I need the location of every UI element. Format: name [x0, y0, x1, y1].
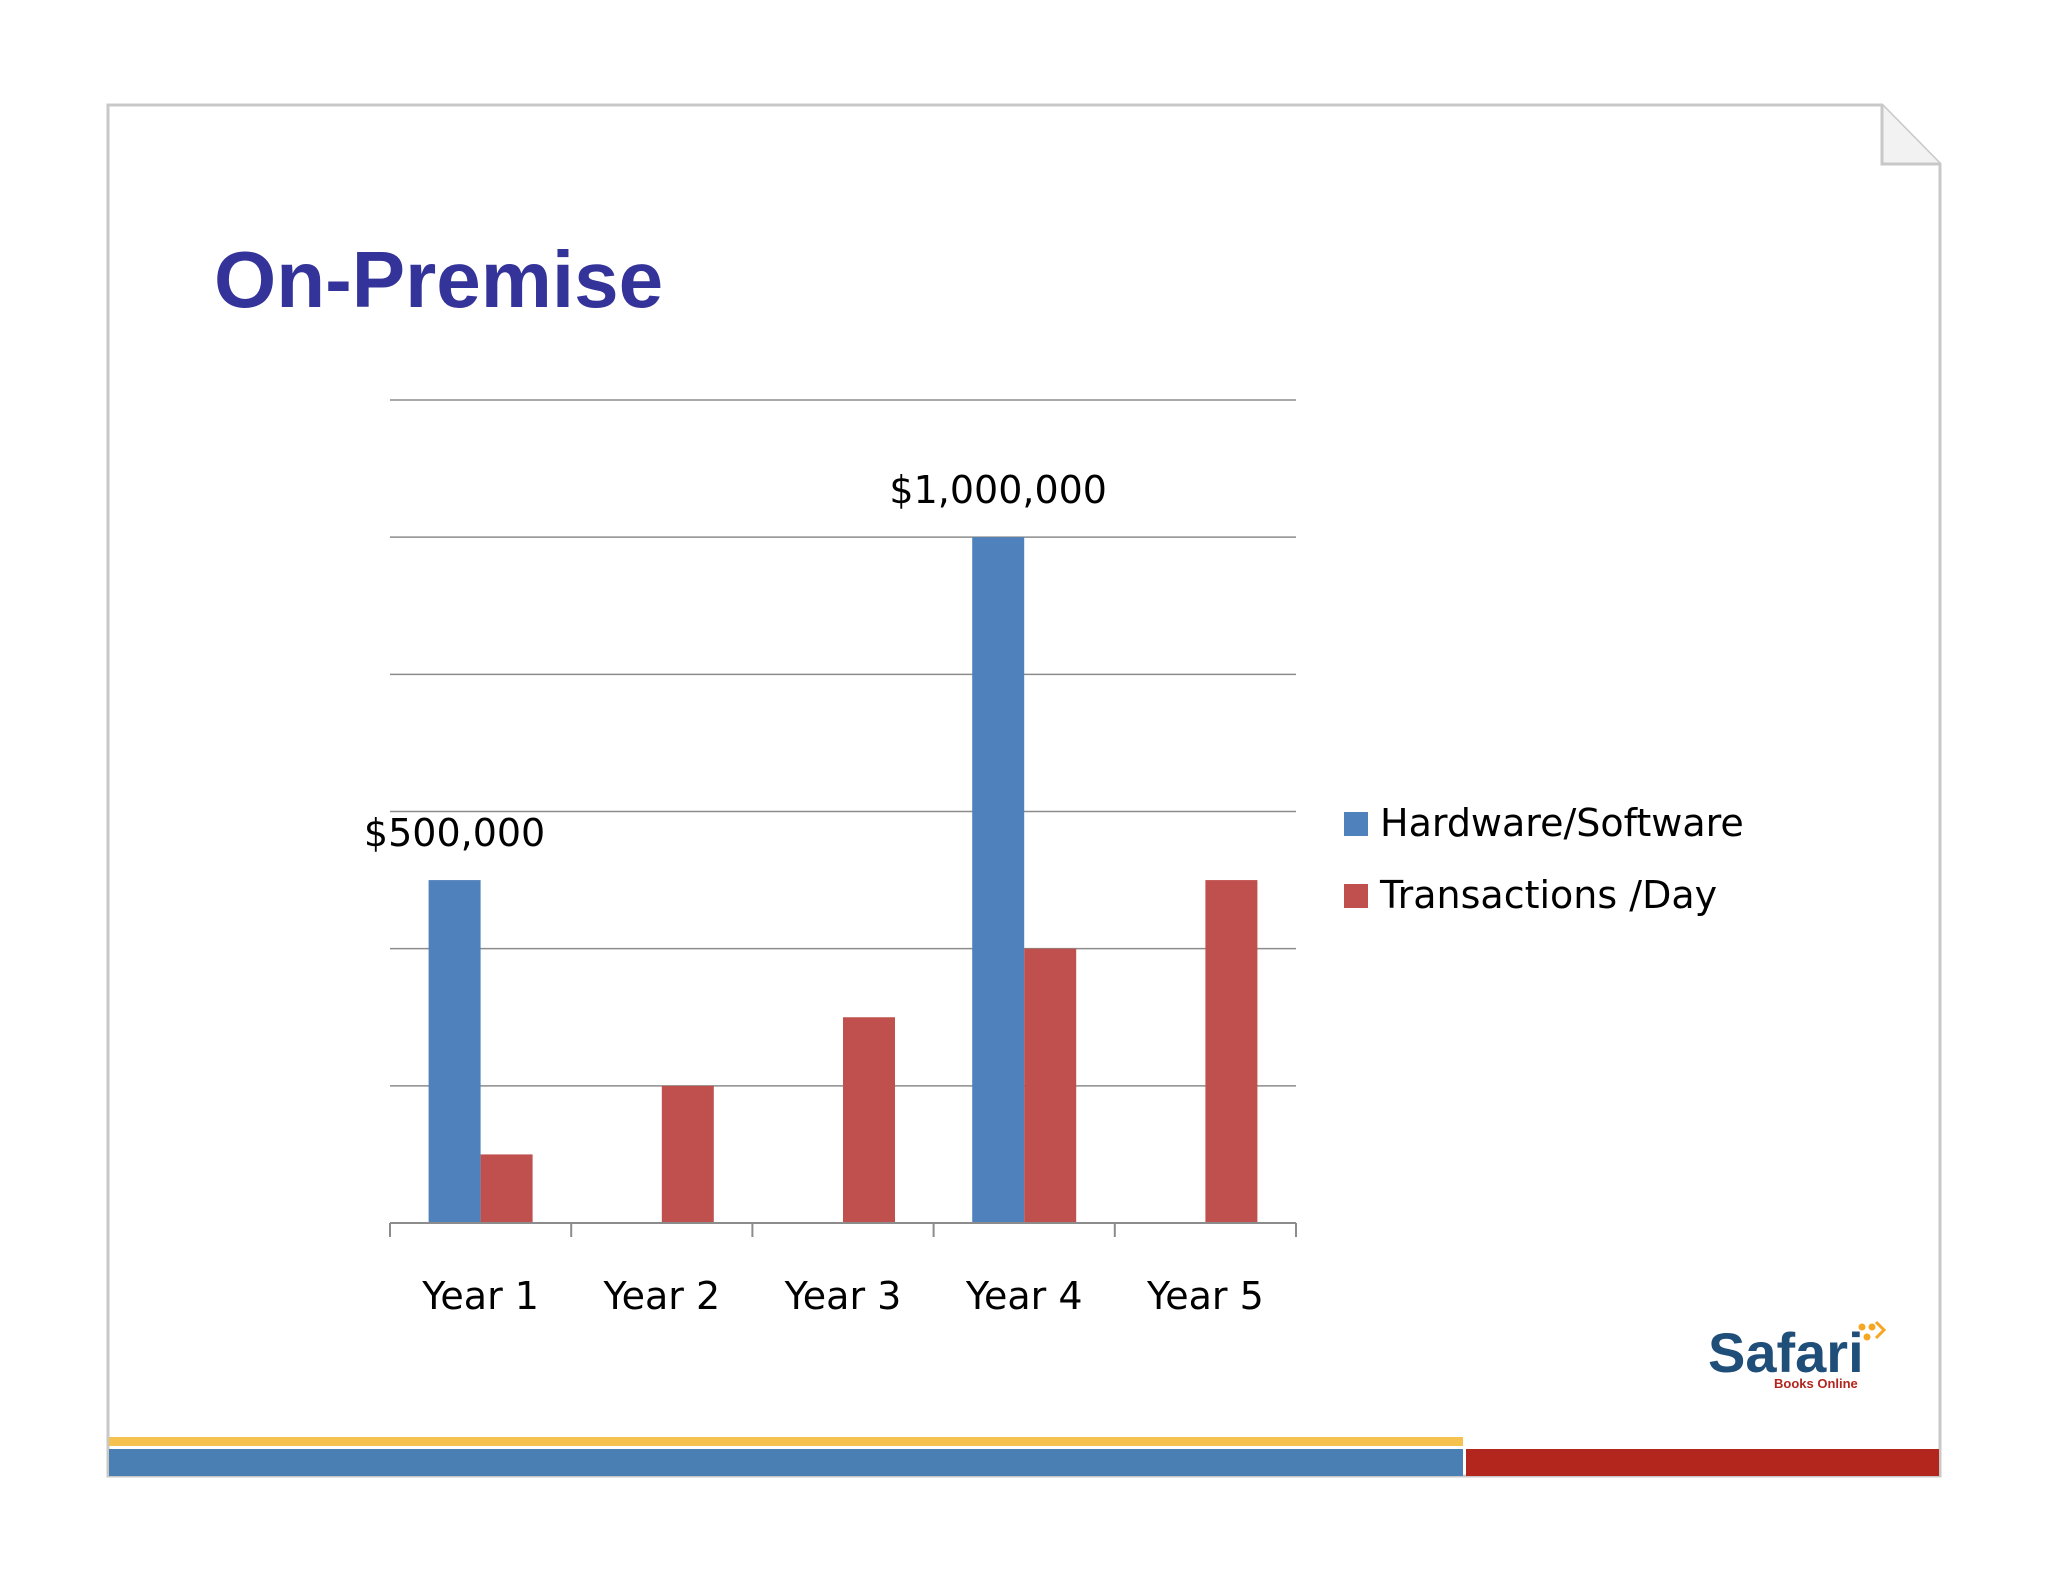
bar-transactions-day-5	[1205, 880, 1258, 1223]
x-tick-label: Year 1	[421, 1274, 539, 1318]
safari-logo-wordmark: Safari	[1708, 1321, 1864, 1384]
x-tick-label: Year 3	[784, 1274, 902, 1318]
bar-transactions-day-2	[661, 1085, 714, 1223]
safari-logo-tagline: Books Online	[1774, 1376, 1858, 1391]
legend-label: Transactions /Day	[1379, 873, 1717, 917]
x-axis	[389, 1222, 1297, 1237]
footer-bar-blue	[109, 1449, 1463, 1476]
legend: Hardware/Software Transactions /Day	[1344, 801, 1744, 917]
data-label: $1,000,000	[889, 468, 1107, 512]
x-tick-label: Year 4	[965, 1274, 1083, 1318]
x-tick-label: Year 2	[602, 1274, 720, 1318]
slide-title: On-Premise	[214, 235, 663, 324]
x-tick-labels: Year 1 Year 2 Year 3 Year 4 Year 5	[421, 1274, 1264, 1318]
data-label: $500,000	[364, 811, 545, 855]
bar-hardware-software-1	[428, 880, 481, 1223]
bar-transactions-day-3	[843, 1017, 895, 1223]
bar-hardware-software-4	[972, 537, 1025, 1223]
footer-bar-red	[1466, 1449, 1939, 1476]
arrow-dots-icon	[1858, 1320, 1887, 1341]
x-tick-label: Year 5	[1146, 1274, 1264, 1318]
bar-transactions-day-4	[1024, 948, 1077, 1223]
chart: Year 1 Year 2 Year 3 Year 4 Year 5 $500,000$…	[364, 399, 1297, 1318]
bar-transactions-day-1	[480, 1154, 533, 1223]
legend-swatch	[1344, 884, 1368, 908]
data-labels: $500,000 $1,000,000	[364, 468, 1107, 855]
footer-bar-yellow	[109, 1437, 1463, 1446]
legend-swatch	[1344, 812, 1368, 836]
safari-logo: Safari Books Online	[1708, 1320, 1887, 1391]
legend-label: Hardware/Software	[1380, 801, 1744, 845]
bars	[428, 537, 1258, 1223]
folded-corner	[1880, 105, 1940, 166]
